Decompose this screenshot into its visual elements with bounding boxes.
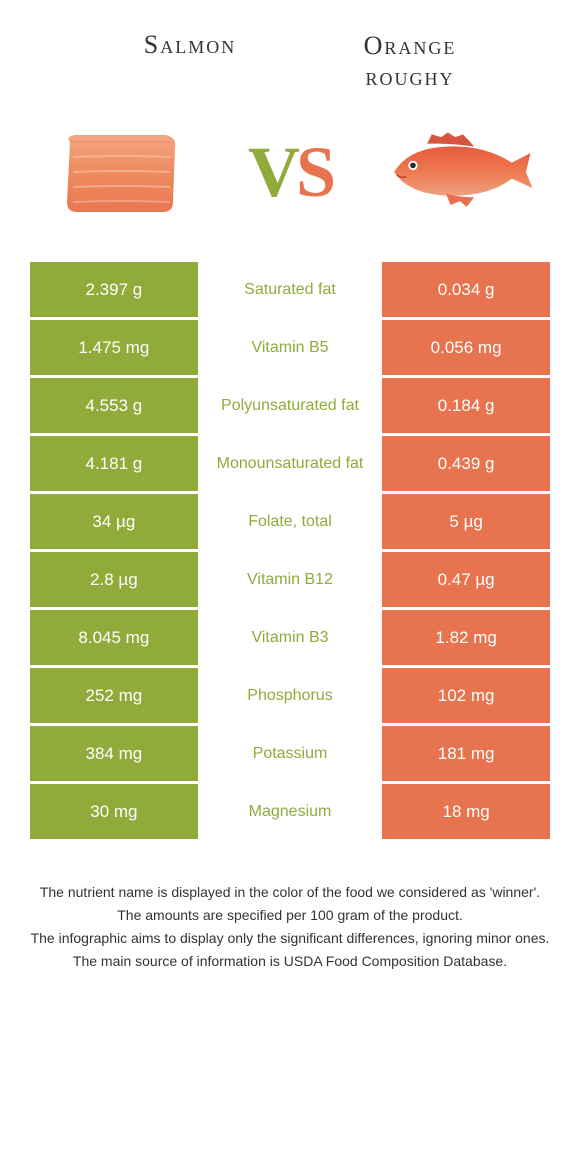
value-left: 1.475 mg xyxy=(30,320,198,375)
table-row: 2.8 µgVitamin B120.47 µg xyxy=(30,552,550,607)
value-left: 4.181 g xyxy=(30,436,198,491)
value-left: 4.553 g xyxy=(30,378,198,433)
value-left: 34 µg xyxy=(30,494,198,549)
vs-label: VS xyxy=(248,131,332,214)
table-row: 30 mgMagnesium18 mg xyxy=(30,784,550,839)
table-row: 2.397 gSaturated fat0.034 g xyxy=(30,262,550,317)
footer-line-3: The infographic aims to display only the… xyxy=(30,928,550,949)
value-left: 2.8 µg xyxy=(30,552,198,607)
value-left: 2.397 g xyxy=(30,262,198,317)
value-right: 0.47 µg xyxy=(382,552,550,607)
header-right: Orange roughy xyxy=(300,30,520,92)
nutrient-label: Vitamin B12 xyxy=(198,552,383,607)
value-right: 0.034 g xyxy=(382,262,550,317)
nutrient-label: Monounsaturated fat xyxy=(198,436,383,491)
table-row: 252 mgPhosphorus102 mg xyxy=(30,668,550,723)
comparison-table: 2.397 gSaturated fat0.034 g1.475 mgVitam… xyxy=(0,262,580,839)
table-row: 4.553 gPolyunsaturated fat0.184 g xyxy=(30,378,550,433)
images-row: VS xyxy=(0,102,580,262)
value-left: 8.045 mg xyxy=(30,610,198,665)
value-right: 0.439 g xyxy=(382,436,550,491)
title-salmon: Salmon xyxy=(80,30,300,60)
nutrient-label: Saturated fat xyxy=(198,262,383,317)
footer: The nutrient name is displayed in the co… xyxy=(0,842,580,994)
nutrient-label: Magnesium xyxy=(198,784,383,839)
table-row: 8.045 mgVitamin B31.82 mg xyxy=(30,610,550,665)
value-left: 384 mg xyxy=(30,726,198,781)
table-row: 384 mgPotassium181 mg xyxy=(30,726,550,781)
value-left: 30 mg xyxy=(30,784,198,839)
value-right: 181 mg xyxy=(382,726,550,781)
nutrient-label: Phosphorus xyxy=(198,668,383,723)
nutrient-label: Potassium xyxy=(198,726,383,781)
header: Salmon Orange roughy xyxy=(0,0,580,102)
value-right: 0.184 g xyxy=(382,378,550,433)
value-right: 1.82 mg xyxy=(382,610,550,665)
title-orange-roughy-2: roughy xyxy=(300,61,520,92)
footer-line-1: The nutrient name is displayed in the co… xyxy=(30,882,550,903)
footer-line-4: The main source of information is USDA F… xyxy=(30,951,550,972)
value-right: 102 mg xyxy=(382,668,550,723)
footer-line-2: The amounts are specified per 100 gram o… xyxy=(30,905,550,926)
table-row: 1.475 mgVitamin B50.056 mg xyxy=(30,320,550,375)
value-left: 252 mg xyxy=(30,668,198,723)
value-right: 5 µg xyxy=(382,494,550,549)
nutrient-label: Folate, total xyxy=(198,494,383,549)
value-right: 18 mg xyxy=(382,784,550,839)
orange-roughy-image xyxy=(380,112,540,232)
nutrient-label: Vitamin B5 xyxy=(198,320,383,375)
value-right: 0.056 mg xyxy=(382,320,550,375)
nutrient-label: Polyunsaturated fat xyxy=(198,378,383,433)
salmon-image xyxy=(40,112,200,232)
header-left: Salmon xyxy=(60,30,300,92)
table-row: 34 µgFolate, total5 µg xyxy=(30,494,550,549)
vs-v: V xyxy=(248,132,296,212)
title-orange-roughy-1: Orange xyxy=(300,30,520,61)
table-row: 4.181 gMonounsaturated fat0.439 g xyxy=(30,436,550,491)
vs-s: S xyxy=(296,132,332,212)
nutrient-label: Vitamin B3 xyxy=(198,610,383,665)
